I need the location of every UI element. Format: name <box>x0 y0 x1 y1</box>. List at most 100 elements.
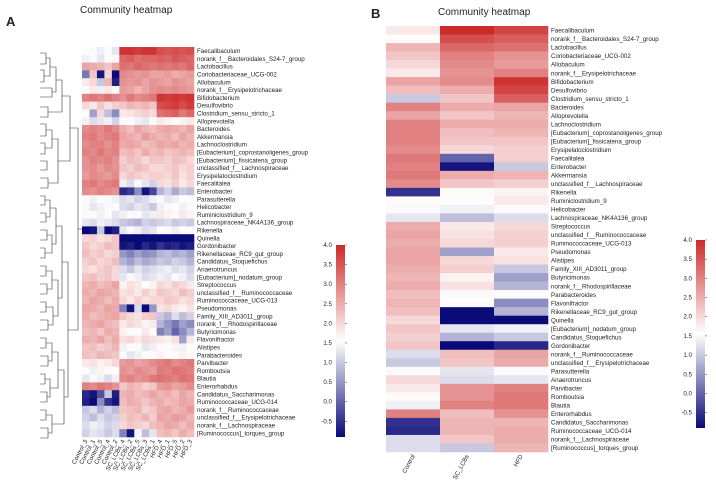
heatmap-cell <box>126 351 135 360</box>
heatmap-cell <box>104 101 113 110</box>
heatmap-cell <box>156 218 165 227</box>
heatmap-cell <box>171 195 180 204</box>
heatmap-cell <box>141 156 150 165</box>
heatmap-cell <box>134 405 143 414</box>
heatmap-cell <box>96 93 105 102</box>
heatmap-cell <box>494 375 549 385</box>
heatmap-cell <box>141 117 150 126</box>
heatmap-cell <box>89 210 98 219</box>
heatmap-cell <box>126 109 135 118</box>
heatmap-cell <box>186 320 195 329</box>
heatmap-cell <box>82 359 90 368</box>
heatmap-cell <box>386 162 441 172</box>
heatmap-cell <box>156 382 165 391</box>
heatmap-cell <box>186 86 195 95</box>
heatmap-cell <box>119 335 128 344</box>
heatmap-cell <box>89 288 98 297</box>
row-label: Helicobacter <box>551 207 585 214</box>
heatmap-cell <box>141 78 150 87</box>
heatmap-cell <box>89 312 98 321</box>
heatmap-cell <box>440 417 495 427</box>
heatmap-cell <box>119 109 128 118</box>
heatmap-cell <box>179 195 187 204</box>
heatmap-cell <box>104 140 113 149</box>
heatmap-cell <box>149 117 157 126</box>
heatmap-cell <box>82 156 90 165</box>
heatmap-cell <box>119 226 128 235</box>
heatmap-cell <box>156 429 165 438</box>
heatmap-cell <box>141 70 150 79</box>
heatmap-cell <box>494 315 549 325</box>
heatmap-cell <box>186 132 195 141</box>
heatmap-cell <box>96 382 105 391</box>
heatmap-cell <box>89 93 98 102</box>
heatmap-cell <box>89 296 98 305</box>
heatmap-cell <box>111 125 120 134</box>
heatmap-cell <box>386 247 441 257</box>
heatmap-cell <box>171 164 180 173</box>
heatmap-cell <box>126 54 135 63</box>
heatmap-cell <box>186 242 195 251</box>
heatmap-cell <box>141 234 150 243</box>
heatmap-cell <box>126 132 135 141</box>
heatmap-cell <box>156 359 165 368</box>
heatmap-cell <box>171 312 180 321</box>
heatmap-cell <box>440 434 495 444</box>
heatmap-cell <box>179 187 187 196</box>
heatmap-cell <box>186 421 195 430</box>
heatmap-cell <box>179 351 187 360</box>
heatmap-cell <box>141 132 150 141</box>
heatmap-cell <box>149 234 157 243</box>
heatmap-cell <box>386 307 441 316</box>
heatmap-cell <box>171 187 180 196</box>
heatmap-cell <box>96 249 105 258</box>
heatmap-cell <box>440 409 495 419</box>
heatmap-cell <box>171 78 180 87</box>
heatmap-cell <box>494 85 549 95</box>
heatmap-cell <box>186 327 195 336</box>
row-label: [Eubacterium]_fissicatena_group <box>551 138 642 145</box>
row-label: Rikenellaceae_RC9_gut_group <box>551 309 638 316</box>
heatmap-cell <box>156 296 165 305</box>
heatmap-cell <box>440 119 495 129</box>
heatmap-cell <box>149 288 157 297</box>
heatmap-cell <box>104 327 113 336</box>
heatmap-cell <box>386 119 441 129</box>
row-label: [Ruminococcus]_torques_group <box>551 445 639 452</box>
heatmap-cell <box>126 164 135 173</box>
row-label: Faecalibaculum <box>551 28 594 35</box>
heatmap-cell <box>82 320 90 329</box>
heatmap-cell <box>104 78 113 87</box>
heatmap-cell <box>111 398 120 407</box>
heatmap-cell <box>82 47 90 56</box>
heatmap-cell <box>186 343 195 352</box>
heatmap-cell <box>179 273 187 282</box>
heatmap-cell <box>134 351 143 360</box>
heatmap-cell <box>186 195 195 204</box>
heatmap-cell <box>126 125 135 134</box>
heatmap-cell <box>96 390 105 399</box>
heatmap-cell <box>104 171 113 180</box>
panel-a-title: Community heatmap <box>80 5 173 16</box>
heatmap-cell <box>134 257 143 266</box>
heatmap-cell <box>164 171 172 180</box>
heatmap-cell <box>156 156 165 165</box>
heatmap-cell <box>126 86 135 95</box>
heatmap-cell <box>104 109 113 118</box>
heatmap-cell <box>156 366 165 375</box>
heatmap-cell <box>119 390 128 399</box>
heatmap-cell <box>111 164 120 173</box>
heatmap-cell <box>440 170 495 180</box>
heatmap-cell <box>156 312 165 321</box>
heatmap-cell <box>186 148 195 157</box>
heatmap-cell <box>156 234 165 243</box>
heatmap-cell <box>82 171 90 180</box>
heatmap-cell <box>386 400 441 410</box>
heatmap-cell <box>104 203 113 212</box>
heatmap-cell <box>134 429 143 438</box>
row-label: Quinella <box>551 317 574 324</box>
heatmap-cell <box>126 390 135 399</box>
heatmap-cell <box>149 210 157 219</box>
heatmap-cell <box>179 109 187 118</box>
row-label: Family_XIII_AD3011_group <box>551 266 627 273</box>
